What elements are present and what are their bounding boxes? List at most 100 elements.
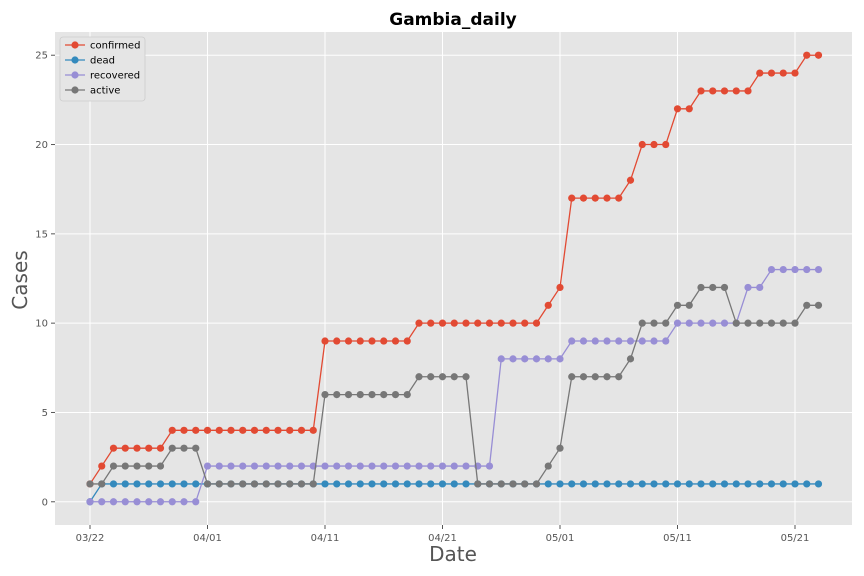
data-point-active <box>474 480 482 488</box>
data-point-dead <box>791 480 799 488</box>
data-point-active <box>380 391 388 399</box>
data-point-dead <box>403 480 411 488</box>
data-point-dead <box>732 480 740 488</box>
data-point-confirmed <box>685 105 693 113</box>
data-point-confirmed <box>814 51 823 59</box>
data-point-active <box>427 373 435 381</box>
data-point-recovered <box>579 337 588 345</box>
data-point-dead <box>685 480 693 488</box>
data-point-active <box>615 373 623 381</box>
data-point-confirmed <box>485 319 494 327</box>
data-point-confirmed <box>626 176 635 184</box>
data-point-dead <box>168 480 176 488</box>
data-point-dead <box>720 480 729 488</box>
data-point-recovered <box>662 337 670 345</box>
data-point-active <box>168 444 176 452</box>
data-point-active <box>626 355 635 363</box>
data-point-confirmed <box>286 426 294 434</box>
data-point-recovered <box>626 337 635 345</box>
data-point-confirmed <box>309 426 317 434</box>
x-tick-label: 05/01 <box>546 533 575 544</box>
data-point-recovered <box>145 498 153 506</box>
data-point-active <box>98 480 106 488</box>
data-point-dead <box>568 480 576 488</box>
data-point-confirmed <box>603 194 611 202</box>
data-point-active <box>568 373 576 381</box>
data-point-active <box>756 319 764 327</box>
data-point-active <box>791 319 799 327</box>
data-point-dead <box>709 480 717 488</box>
data-point-active <box>180 444 188 452</box>
data-point-active <box>521 480 529 488</box>
data-point-confirmed <box>497 319 505 327</box>
data-point-confirmed <box>532 319 541 327</box>
data-point-confirmed <box>450 319 458 327</box>
data-point-confirmed <box>391 337 400 345</box>
data-point-recovered <box>767 265 776 274</box>
data-point-active <box>509 480 517 488</box>
data-point-recovered <box>568 337 576 345</box>
legend: confirmed dead recovered active <box>59 36 146 102</box>
data-point-recovered <box>638 337 646 345</box>
data-point-active <box>227 480 235 488</box>
data-point-confirmed <box>650 140 658 149</box>
data-point-dead <box>662 480 670 488</box>
data-point-confirmed <box>215 426 223 434</box>
data-point-recovered <box>356 462 364 470</box>
data-point-active <box>685 301 693 309</box>
series-layer <box>86 51 823 506</box>
data-point-recovered <box>779 265 787 274</box>
data-point-confirmed <box>180 426 188 434</box>
data-point-recovered <box>544 355 552 363</box>
data-point-active <box>579 373 588 381</box>
data-point-confirmed <box>791 69 799 77</box>
data-point-active <box>356 391 364 399</box>
data-point-recovered <box>274 462 282 470</box>
data-point-confirmed <box>227 426 235 434</box>
data-point-recovered <box>286 462 294 470</box>
y-axis: 0 5 10 15 20 25 <box>35 51 55 508</box>
data-point-dead <box>556 480 564 488</box>
data-point-active <box>121 462 129 470</box>
data-point-active <box>462 373 470 381</box>
data-point-recovered <box>709 319 717 327</box>
series-recovered <box>86 265 823 506</box>
data-point-confirmed <box>274 426 282 434</box>
data-point-dead <box>697 480 705 488</box>
data-point-recovered <box>450 462 458 470</box>
data-point-recovered <box>380 462 388 470</box>
data-point-dead <box>673 480 682 488</box>
data-point-recovered <box>532 355 541 363</box>
data-point-active <box>274 480 282 488</box>
data-point-active <box>415 373 423 381</box>
data-point-dead <box>579 480 588 488</box>
legend-label-confirmed: confirmed <box>90 41 140 52</box>
data-point-confirmed <box>509 319 517 327</box>
data-point-active <box>391 391 400 399</box>
data-point-confirmed <box>333 337 341 345</box>
y-axis-label: Cases <box>8 250 32 309</box>
series-confirmed <box>86 51 823 488</box>
data-point-recovered <box>720 319 729 327</box>
data-point-active <box>650 319 658 327</box>
data-point-recovered <box>215 462 223 470</box>
data-point-confirmed <box>145 444 153 452</box>
data-point-dead <box>744 480 752 488</box>
data-point-confirmed <box>121 444 129 452</box>
data-point-active <box>368 391 376 399</box>
data-point-recovered <box>109 498 118 506</box>
data-point-active <box>438 373 447 381</box>
y-tick-label: 15 <box>35 229 48 240</box>
data-point-recovered <box>615 337 623 345</box>
data-point-active <box>662 319 670 327</box>
data-point-confirmed <box>415 319 423 327</box>
data-point-dead <box>615 480 623 488</box>
data-point-confirmed <box>638 140 646 149</box>
data-point-confirmed <box>521 319 529 327</box>
data-point-active <box>485 480 494 488</box>
data-point-recovered <box>333 462 341 470</box>
data-point-recovered <box>180 498 188 506</box>
data-point-recovered <box>321 462 329 470</box>
data-point-confirmed <box>380 337 388 345</box>
data-point-confirmed <box>250 426 259 434</box>
